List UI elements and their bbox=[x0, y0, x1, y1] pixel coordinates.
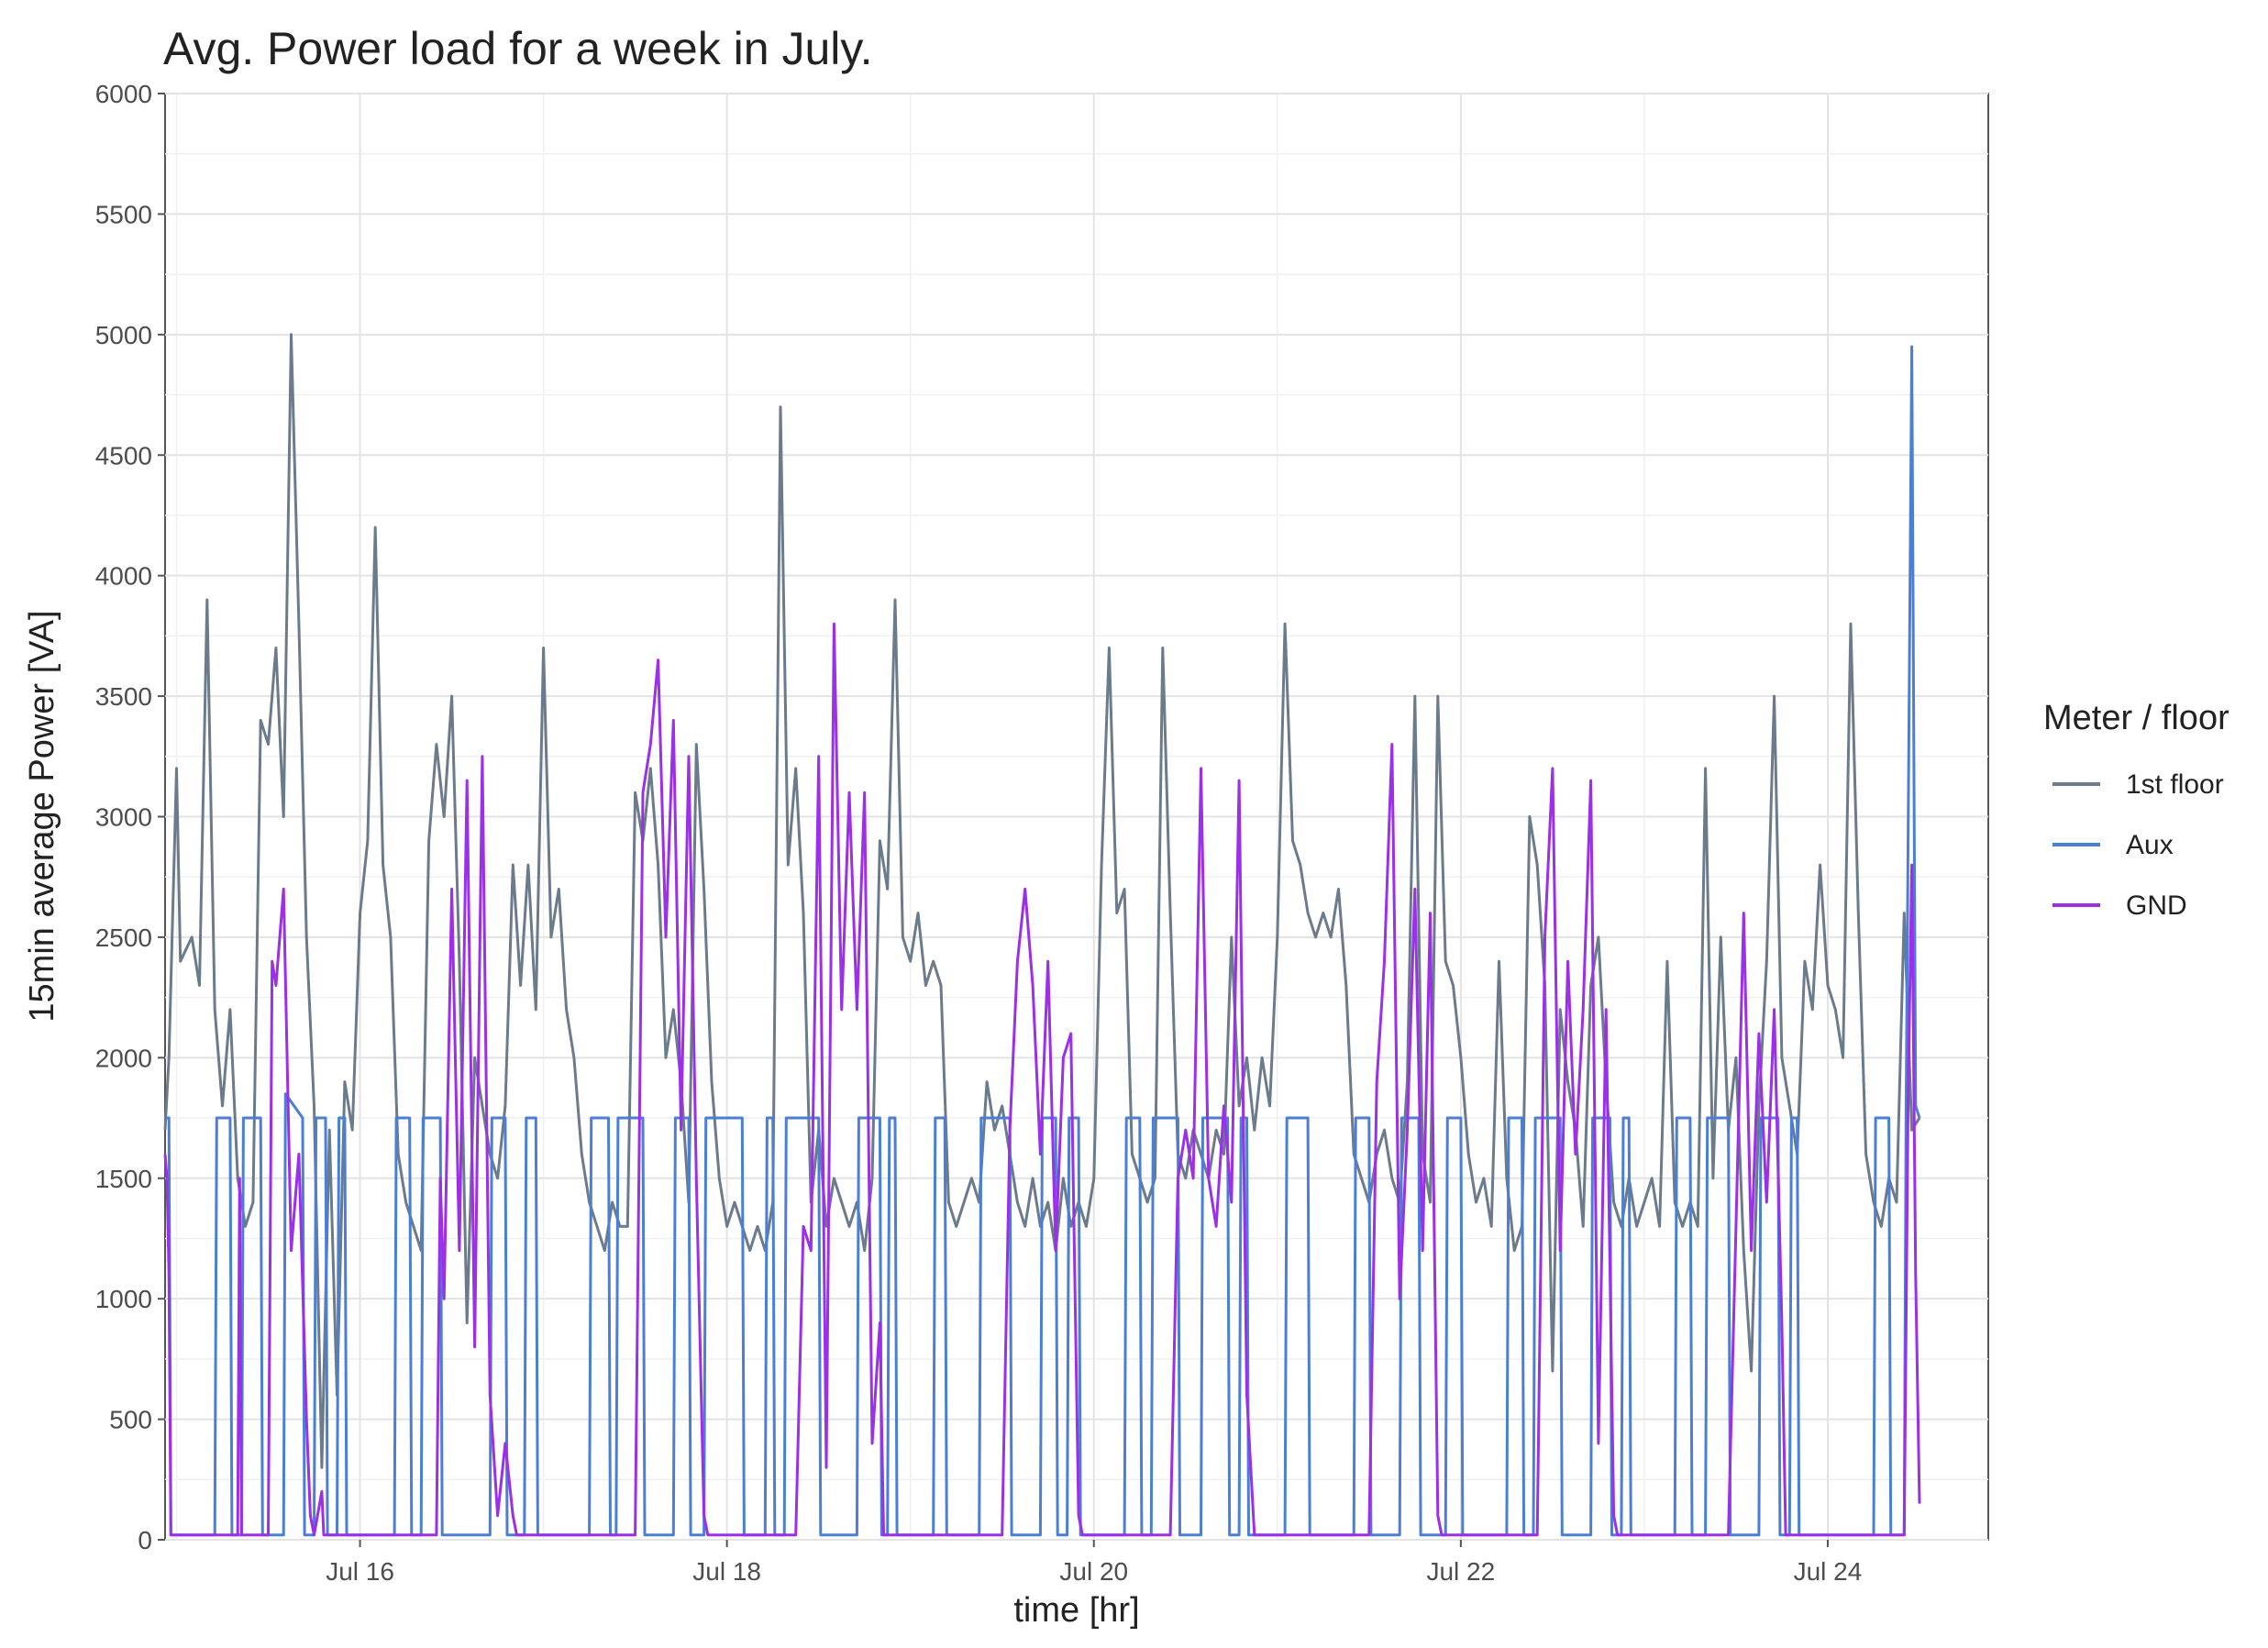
y-tick-label: 3500 bbox=[95, 682, 152, 711]
y-tick-label: 1000 bbox=[95, 1285, 152, 1313]
y-tick-label: 0 bbox=[138, 1526, 152, 1554]
legend-label: GND bbox=[2126, 890, 2187, 921]
legend-label: Aux bbox=[2126, 830, 2174, 860]
x-axis: Jul 16 Jul 18 Jul 20 Jul 22 Jul 24 bbox=[326, 1540, 1862, 1586]
y-axis-label: 15min average Power [VA] bbox=[23, 610, 61, 1022]
y-tick-label: 4000 bbox=[95, 562, 152, 591]
y-tick-label: 2000 bbox=[95, 1044, 152, 1072]
legend-title: Meter / floor bbox=[2043, 699, 2229, 737]
y-tick-label: 5500 bbox=[95, 200, 152, 228]
y-tick-label: 1500 bbox=[95, 1165, 152, 1193]
legend: Meter / floor 1st floor Aux GND bbox=[2043, 699, 2229, 921]
y-tick-label: 4500 bbox=[95, 441, 152, 470]
y-tick-label: 5000 bbox=[95, 321, 152, 349]
y-axis: 0 500 1000 1500 2000 2500 3000 3500 4000 4500 5000… bbox=[95, 80, 165, 1554]
y-tick-label: 2500 bbox=[95, 924, 152, 952]
series-layer bbox=[163, 333, 1921, 1537]
chart-title: Avg. Power load for a week in July. bbox=[163, 23, 873, 74]
y-tick-label: 6000 bbox=[95, 80, 152, 108]
series-line-gnd bbox=[163, 622, 1921, 1537]
x-tick-label: Jul 22 bbox=[1426, 1557, 1495, 1586]
series-line-1st-floor bbox=[163, 333, 1921, 1469]
legend-label: 1st floor bbox=[2126, 769, 2224, 800]
x-tick-label: Jul 24 bbox=[1794, 1557, 1863, 1586]
x-tick-label: Jul 20 bbox=[1059, 1557, 1128, 1586]
y-tick-label: 500 bbox=[109, 1406, 152, 1434]
x-tick-label: Jul 16 bbox=[326, 1557, 394, 1586]
y-tick-label: 3000 bbox=[95, 803, 152, 832]
x-tick-label: Jul 18 bbox=[692, 1557, 761, 1586]
x-axis-label: time [hr] bbox=[1013, 1591, 1139, 1630]
